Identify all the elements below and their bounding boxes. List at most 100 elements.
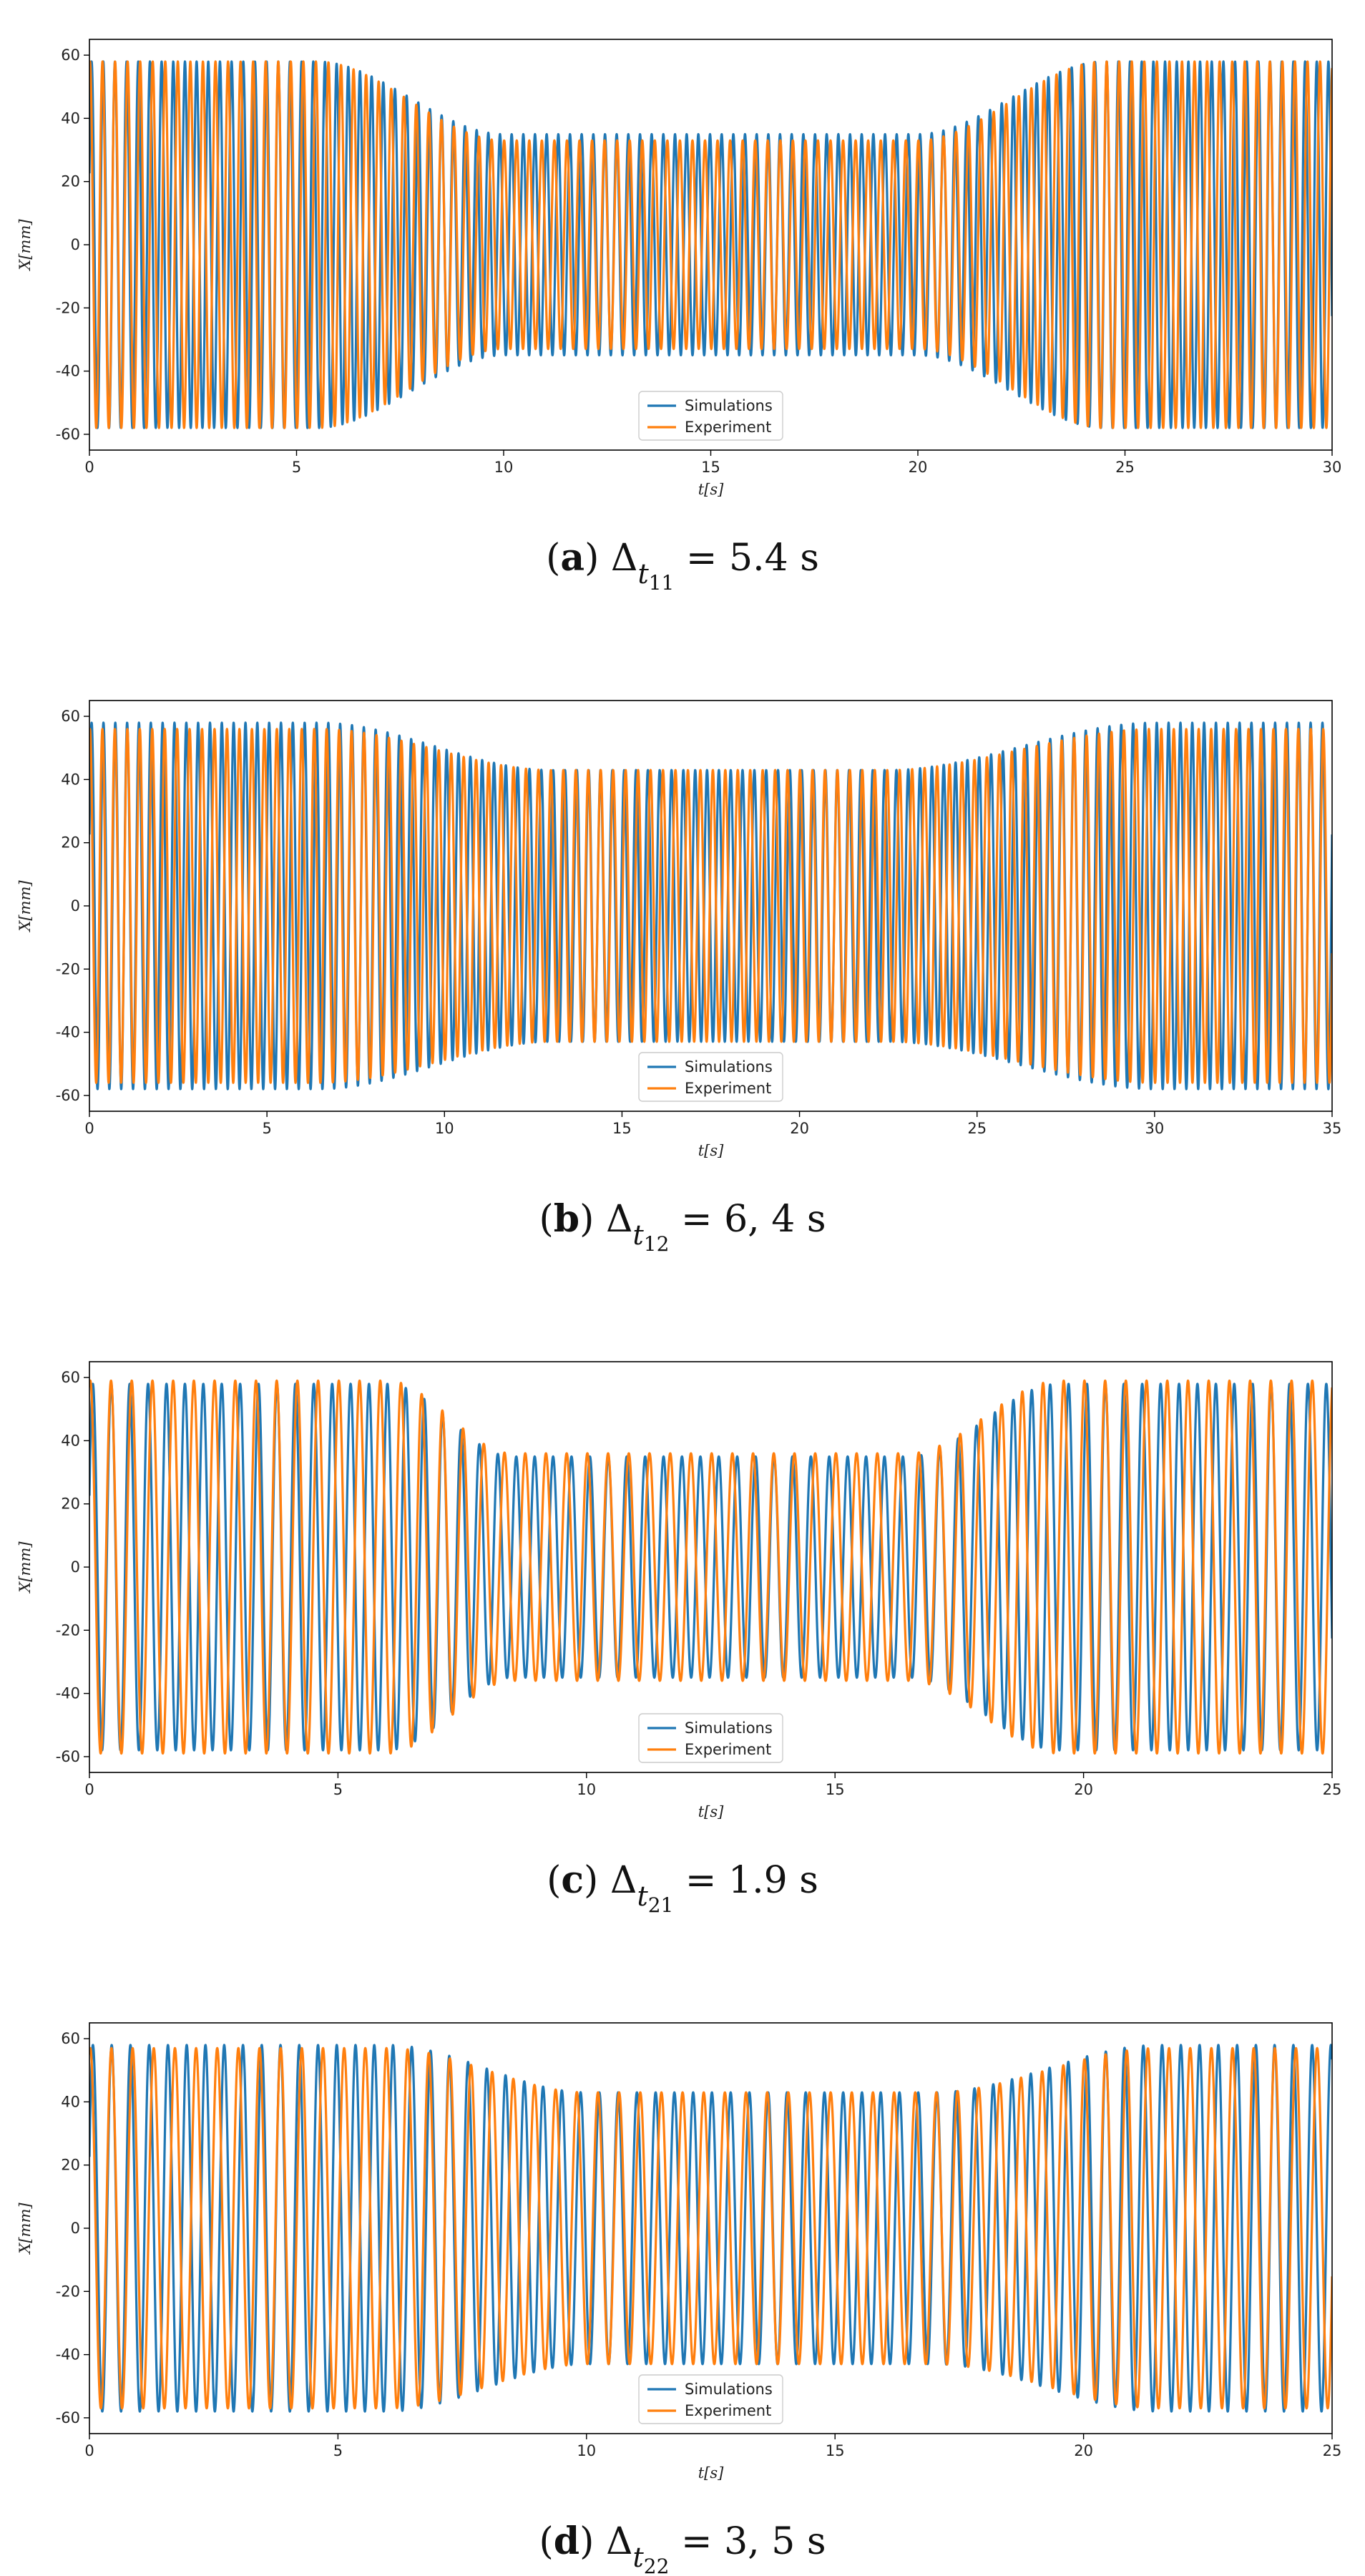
x-tick-label: 5 [333,1781,343,1798]
caption-paren-open: ( [539,1198,553,1241]
y-tick-label: -60 [56,1087,80,1104]
y-axis-label: X[mm] [16,1541,34,1594]
series-group [89,721,1332,1091]
y-tick-label: 40 [61,2093,80,2110]
x-tick-label: 5 [262,1120,271,1137]
x-tick-label: 0 [84,1781,94,1798]
x-tick-label: 30 [1145,1120,1164,1137]
y-tick-label: -60 [56,2409,80,2426]
panel-caption: (b) Δt12 = 6, 4 s [539,1197,826,1256]
caption-delta-symbol: Δ [610,1859,637,1902]
x-tick-label: 25 [1323,1781,1342,1798]
caption-paren-open: ( [546,537,560,580]
y-tick-label: 60 [61,47,80,64]
y-tick-label: 20 [61,834,80,852]
x-tick-label: 5 [333,2442,343,2459]
y-tick-label: 0 [71,1558,80,1576]
caption-panel-letter: b [554,1197,579,1241]
caption-subscript-index: 21 [648,1893,674,1917]
caption-subscript-var: t [637,1880,648,1912]
panel-caption: (d) Δt22 = 3, 5 s [539,2519,826,2576]
caption-value: = 6, 4 s [681,1198,826,1241]
x-tick-label: 35 [1323,1120,1342,1137]
x-axis-label: t[s] [698,1803,724,1820]
x-tick-label: 30 [1323,459,1342,476]
y-axis-label: X[mm] [16,2202,34,2255]
y-tick-label: -20 [56,2283,80,2300]
caption-paren-close: ) [579,1198,606,1241]
x-tick-label: 25 [1115,459,1135,476]
x-tick-label: 5 [292,459,301,476]
caption-panel-letter: c [561,1858,584,1902]
legend: Simulations Experiment [638,2374,783,2424]
series-group [89,60,1332,429]
y-tick-label: 40 [61,771,80,788]
caption-paren-open: ( [547,1859,561,1902]
x-tick-label: 0 [84,459,94,476]
y-tick-label: 0 [71,897,80,914]
x-tick-label: 15 [612,1120,632,1137]
chart-panel-a: 0 5 10 15 20 25 30 -60 -40 -20 0 20 40 60 t[s] X[mm] Sim… [16,39,1341,595]
caption-value: = 1.9 s [685,1859,818,1902]
y-tick-label: -60 [56,1748,80,1765]
series-line-experiment [89,60,1332,429]
legend: Simulations Experiment [638,391,783,441]
caption-panel-letter: a [560,536,584,580]
series-line-experiment [89,1379,1332,1755]
chart-panel-c: 0 5 10 15 20 25 -60 -40 -20 0 20 40 60 t[s] X[mm] Simul… [16,1361,1342,1917]
y-tick-label: -20 [56,960,80,977]
caption-value: = 3, 5 s [681,2520,826,2563]
y-tick-label: 40 [61,109,80,127]
caption-panel-letter: d [554,2519,579,2563]
legend: Simulations Experiment [638,1052,783,1102]
series-line-simulations [89,2044,1332,2413]
caption-paren-close: ) [584,1859,610,1902]
chart-panel-d: 0 5 10 15 20 25 -60 -40 -20 0 20 40 60 t[s] X[mm] Simul… [16,2022,1342,2576]
x-tick-label: 25 [1323,2442,1342,2459]
caption-subscript-var: t [633,2542,645,2573]
x-tick-label: 15 [826,1781,845,1798]
legend-label-experiment: Experiment [685,1741,771,1758]
legend-label-experiment: Experiment [685,1080,771,1097]
x-tick-label: 25 [967,1120,987,1137]
x-tick-label: 15 [701,459,720,476]
y-axis-label: X[mm] [16,219,34,272]
caption-subscript-var: t [633,1219,645,1251]
y-tick-label: 20 [61,2157,80,2174]
x-tick-label: 20 [1074,2442,1093,2459]
x-axis-label: t[s] [698,481,724,498]
y-tick-label: -40 [56,363,80,380]
y-tick-label: 20 [61,173,80,190]
y-tick-label: 60 [61,1369,80,1386]
caption-subscript-var: t [637,558,649,590]
x-tick-label: 20 [790,1120,809,1137]
legend-label-simulations: Simulations [685,1058,773,1075]
legend-label-simulations: Simulations [685,2381,773,2398]
y-tick-label: -60 [56,426,80,443]
caption-paren-open: ( [539,2520,553,2563]
series-group [89,1379,1332,1755]
y-axis-label: X[mm] [16,880,34,933]
caption-delta-symbol: Δ [606,1198,633,1241]
caption-spacer [669,2520,681,2563]
x-axis-label: t[s] [698,1142,724,1159]
y-tick-label: 60 [61,2030,80,2047]
panel-caption: (c) Δt21 = 1.9 s [547,1858,818,1917]
y-tick-label: -40 [56,2346,80,2363]
x-tick-label: 20 [1074,1781,1093,1798]
legend-label-experiment: Experiment [685,2402,771,2419]
x-tick-label: 10 [577,1781,596,1798]
y-tick-label: 20 [61,1496,80,1513]
caption-paren-close: ) [579,2520,606,2563]
legend-label-experiment: Experiment [685,419,771,436]
x-tick-label: 10 [577,2442,596,2459]
caption-spacer [674,537,686,580]
caption-delta-symbol: Δ [606,2520,633,2563]
series-line-experiment [89,728,1332,1084]
y-tick-label: 0 [71,236,80,253]
legend-label-simulations: Simulations [685,397,773,414]
caption-subscript-index: 22 [644,2555,670,2576]
caption-spacer [669,1198,681,1241]
y-tick-label: -40 [56,1685,80,1702]
